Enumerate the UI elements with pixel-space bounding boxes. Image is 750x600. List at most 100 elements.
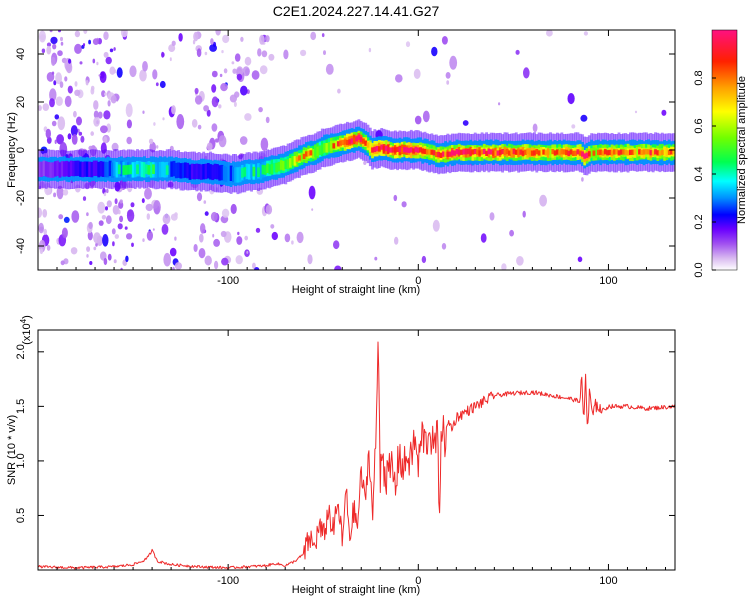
noise-speckle — [441, 36, 448, 45]
ridge-cell — [97, 161, 101, 178]
ridge-cell — [414, 146, 418, 153]
noise-speckle — [516, 255, 524, 266]
ridge-cell — [330, 140, 333, 151]
noise-speckle — [93, 232, 101, 244]
ridge-cell — [556, 149, 559, 155]
noise-speckle — [144, 187, 152, 200]
noise-speckle — [125, 255, 129, 262]
ridge-cell — [131, 162, 135, 178]
ridge-cell — [587, 151, 591, 157]
ridge-cell — [503, 149, 507, 155]
spectrogram-x-label: Height of straight line (km) — [292, 284, 420, 296]
ridge-cell — [613, 149, 616, 155]
colorbar: 0.0 0.2 0.4 0.6 0.8 Normalized spectral ampl… — [693, 29, 748, 278]
noise-speckle — [265, 116, 270, 124]
noise-speckle — [125, 103, 133, 118]
ridge-cell — [241, 168, 244, 178]
noise-speckle — [71, 210, 80, 223]
noise-speckle — [74, 30, 81, 38]
ridge-cell — [362, 138, 365, 144]
noise-speckle — [42, 103, 50, 111]
snr-frame — [37, 329, 676, 571]
ridge-cell — [67, 161, 71, 177]
noise-speckle — [146, 230, 153, 241]
ridge-cell — [473, 148, 477, 155]
noise-speckle — [178, 33, 183, 42]
noise-speckle — [255, 227, 261, 233]
ridge-cell — [581, 151, 584, 157]
ridge-cell — [592, 150, 596, 156]
ridge-cell — [638, 149, 641, 155]
ridge-cell — [629, 149, 632, 155]
ridge-cell — [266, 163, 269, 174]
noise-speckle — [86, 246, 91, 252]
ridge-cell — [211, 164, 215, 181]
noise-speckle — [414, 115, 422, 125]
ridge-cell — [113, 160, 117, 177]
noise-speckle — [93, 117, 100, 127]
ridge-cell — [471, 149, 475, 155]
colorbar-axis: 0.0 0.2 0.4 0.6 0.8 — [693, 70, 716, 278]
noise-speckle — [113, 259, 117, 264]
ridge-cell — [40, 161, 44, 177]
ridge-cell — [569, 149, 573, 155]
ridge-cell — [526, 148, 530, 155]
ridge-cell — [106, 162, 110, 178]
ridge-cell — [76, 160, 80, 176]
noise-speckle — [74, 43, 82, 55]
ridge-cell — [243, 167, 247, 177]
noise-speckle — [124, 226, 128, 230]
ridge-cell — [645, 149, 648, 155]
ridge-cell — [640, 149, 644, 156]
noise-speckle — [334, 265, 342, 270]
noise-speckle — [580, 114, 588, 122]
ridge-cell — [453, 150, 457, 156]
noise-speckle — [252, 262, 256, 269]
ridge-cell — [47, 162, 50, 178]
noise-speckle — [567, 93, 575, 105]
ridge-cell — [576, 149, 580, 155]
noise-speckle — [204, 51, 208, 56]
ridge-cell — [567, 150, 571, 156]
ridge-cell — [498, 149, 502, 156]
noise-speckle — [92, 58, 96, 64]
ridge-cell — [234, 167, 237, 183]
ridge-cell — [519, 149, 523, 155]
noise-speckle — [67, 85, 73, 94]
colorbar-gradient — [711, 29, 738, 271]
ridge-cell — [65, 160, 69, 177]
noise-speckle — [152, 228, 155, 231]
ridge-cell — [382, 146, 386, 152]
noise-speckle — [120, 30, 128, 38]
noise-speckle — [199, 233, 204, 243]
noise-speckle — [265, 35, 270, 43]
noise-speckle — [300, 49, 307, 57]
noise-speckle — [219, 73, 223, 78]
noise-speckle — [54, 139, 57, 144]
ridge-cell — [416, 147, 420, 153]
ridge-cell — [578, 150, 582, 156]
noise-speckle — [261, 50, 268, 58]
ridge-cell — [562, 149, 566, 155]
noise-speckle — [220, 83, 228, 92]
noise-speckle — [231, 61, 235, 65]
noise-speckle — [114, 198, 118, 205]
ridge-cell — [635, 147, 639, 157]
noise-speckle — [82, 196, 87, 201]
x-tick-label: 100 — [599, 275, 617, 287]
noise-speckle — [232, 68, 237, 74]
noise-speckle — [58, 214, 64, 220]
noise-speckle — [39, 248, 44, 255]
noise-speckle — [215, 138, 219, 143]
noise-speckle — [79, 61, 83, 65]
noise-speckle — [74, 81, 78, 87]
ridge-cell — [74, 160, 78, 177]
ridge-cell — [298, 155, 301, 161]
noise-speckle — [126, 136, 132, 145]
ridge-cell — [282, 161, 285, 171]
noise-speckle — [204, 211, 209, 216]
noise-speckle — [86, 254, 89, 258]
ridge-cell — [257, 167, 260, 177]
ridge-cell — [551, 148, 555, 155]
ridge-cell — [457, 150, 461, 156]
